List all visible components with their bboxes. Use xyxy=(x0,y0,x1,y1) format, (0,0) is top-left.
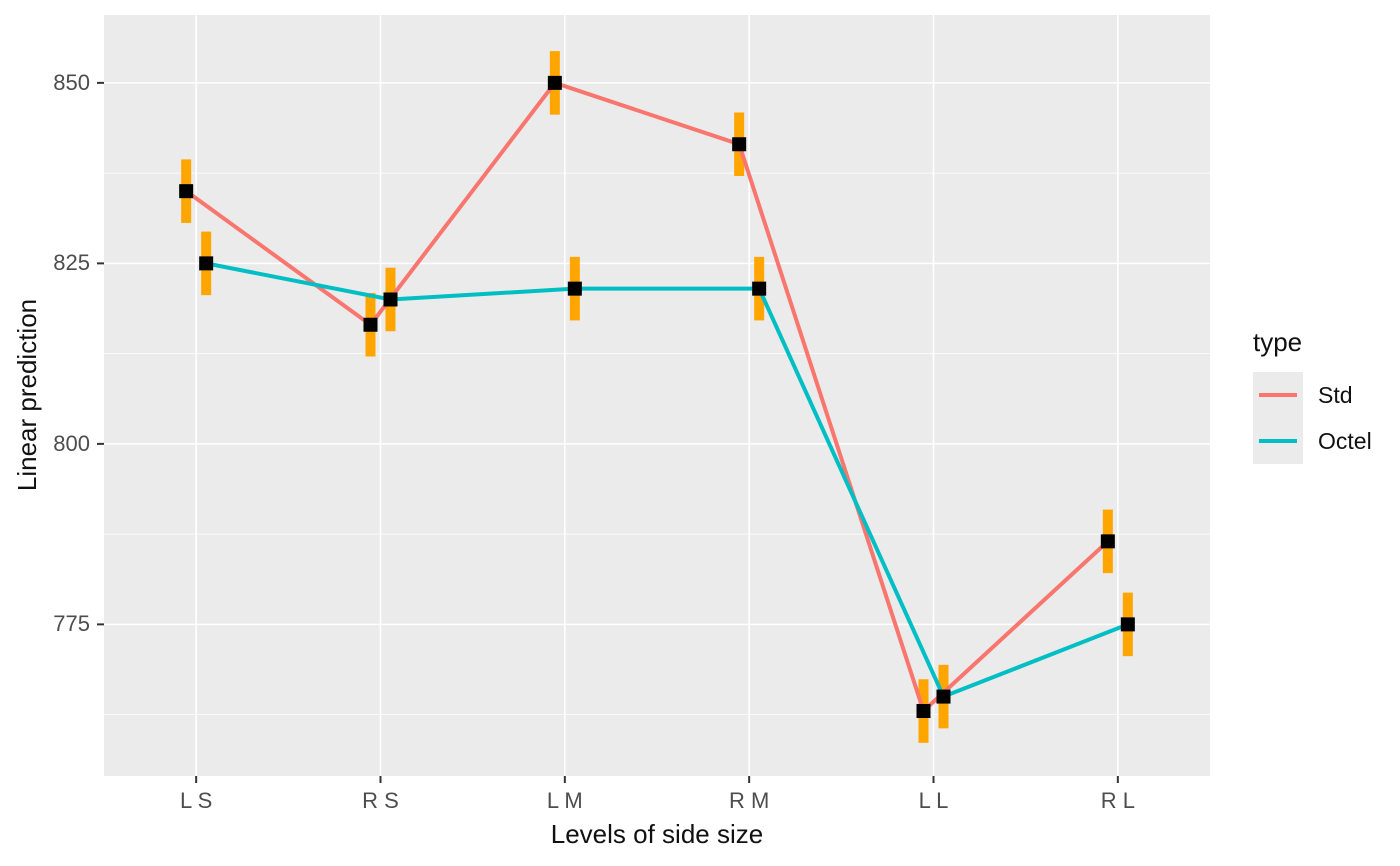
y-tick-label: 775 xyxy=(53,611,90,637)
x-tick-label: R L xyxy=(1100,788,1135,813)
data-point xyxy=(732,137,747,152)
legend-item-octel: Octel xyxy=(1253,418,1372,464)
data-point xyxy=(567,281,582,296)
panel-background xyxy=(104,15,1210,776)
data-point xyxy=(363,317,378,332)
data-point xyxy=(752,281,767,296)
legend-key-swatch xyxy=(1253,372,1303,418)
data-point xyxy=(1120,617,1135,632)
data-point xyxy=(936,689,951,704)
data-point xyxy=(383,292,398,307)
legend-item-std: Std xyxy=(1253,372,1372,418)
y-tick-label: 850 xyxy=(53,69,90,95)
legend-items: Std Octel xyxy=(1253,372,1372,464)
x-tick-label: L M xyxy=(546,788,583,813)
legend-label: Octel xyxy=(1318,427,1372,454)
legend-title: type xyxy=(1253,327,1303,357)
x-tick-label: R M xyxy=(728,788,770,813)
legend: type Std Octel xyxy=(1253,326,1372,464)
data-point xyxy=(916,704,931,719)
x-axis-title: Levels of side size xyxy=(550,819,764,849)
data-point xyxy=(179,184,194,199)
legend-label: Std xyxy=(1318,381,1353,408)
data-point xyxy=(1100,534,1115,549)
y-tick-label: 800 xyxy=(53,430,90,456)
x-tick-label: R S xyxy=(362,788,399,813)
y-tick-label: 825 xyxy=(53,250,90,276)
legend-key-line xyxy=(1259,393,1297,397)
series-line-std xyxy=(184,80,1110,715)
x-tick-label: L S xyxy=(180,788,213,813)
data-point xyxy=(547,75,562,90)
x-tick-label: L L xyxy=(918,788,949,813)
legend-key-swatch xyxy=(1253,418,1303,464)
data-point xyxy=(199,256,214,271)
series-line-octel xyxy=(205,261,1129,700)
legend-key-line xyxy=(1259,439,1297,443)
y-axis-title: Linear prediction xyxy=(12,298,42,492)
